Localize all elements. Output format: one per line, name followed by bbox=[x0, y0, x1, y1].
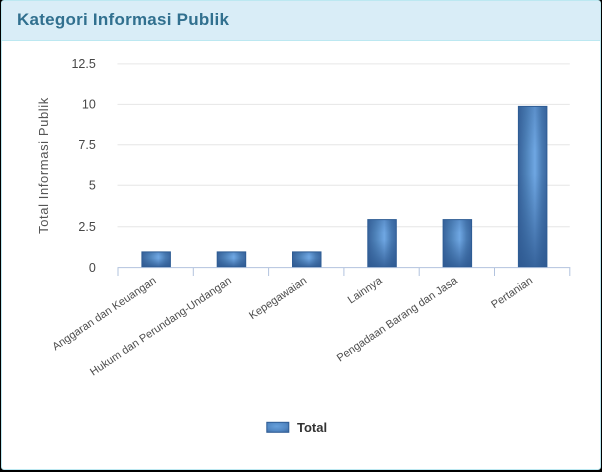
svg-text:Pengadaan Barang dan Jasa: Pengadaan Barang dan Jasa bbox=[335, 274, 461, 364]
svg-text:Total: Total bbox=[297, 420, 327, 435]
svg-text:7.5: 7.5 bbox=[78, 138, 95, 152]
svg-text:Lainnya: Lainnya bbox=[346, 274, 385, 306]
svg-text:0: 0 bbox=[89, 261, 96, 275]
svg-text:Total Informasi Publik: Total Informasi Publik bbox=[36, 97, 51, 234]
svg-text:5: 5 bbox=[89, 179, 96, 193]
svg-text:12.5: 12.5 bbox=[71, 57, 95, 71]
svg-text:Hukum dan Perundang-Undangan: Hukum dan Perundang-Undangan bbox=[88, 275, 234, 379]
svg-text:2.5: 2.5 bbox=[78, 220, 95, 234]
svg-text:Pertanian: Pertanian bbox=[489, 275, 535, 311]
svg-text:Kepegawaian: Kepegawaian bbox=[247, 275, 309, 322]
svg-text:10: 10 bbox=[82, 98, 96, 112]
